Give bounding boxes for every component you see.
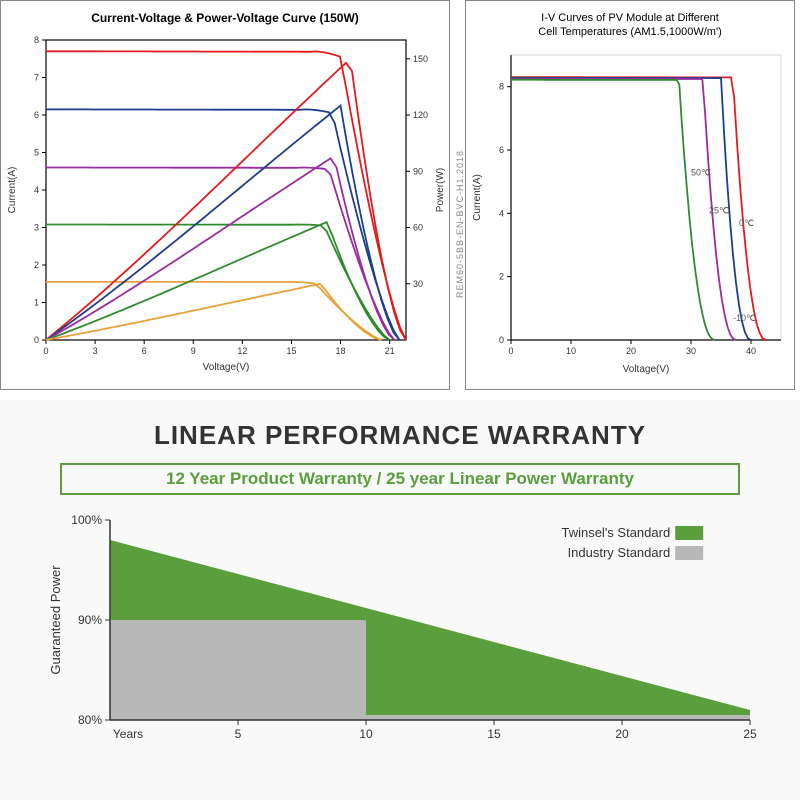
svg-text:0℃: 0℃ <box>739 218 754 228</box>
svg-text:Power(W): Power(W) <box>435 168 446 212</box>
svg-text:0: 0 <box>43 346 48 356</box>
svg-text:4: 4 <box>34 185 39 195</box>
warranty-subtitle-box: 12 Year Product Warranty / 25 year Linea… <box>60 463 740 495</box>
chart2-title: I-V Curves of PV Module at Different Cel… <box>466 11 794 40</box>
svg-text:0: 0 <box>508 346 513 356</box>
svg-text:0: 0 <box>499 335 504 345</box>
svg-text:0: 0 <box>34 335 39 345</box>
svg-text:10: 10 <box>566 346 576 356</box>
svg-text:120: 120 <box>413 110 428 120</box>
svg-text:100%: 100% <box>71 513 102 527</box>
svg-text:30: 30 <box>686 346 696 356</box>
svg-text:7: 7 <box>34 73 39 83</box>
svg-text:50℃: 50℃ <box>691 167 711 177</box>
chart1-title: Current-Voltage & Power-Voltage Curve (1… <box>1 11 449 25</box>
svg-text:15: 15 <box>286 346 296 356</box>
svg-text:6: 6 <box>142 346 147 356</box>
svg-text:4: 4 <box>499 208 504 218</box>
warranty-chart: 80% 90% 100% Years 5 10 15 20 25 Guaranteed Power… <box>40 510 760 750</box>
svg-text:90: 90 <box>413 166 423 176</box>
svg-text:Industry Standard: Industry Standard <box>568 545 671 560</box>
svg-text:20: 20 <box>626 346 636 356</box>
warranty-section: LINEAR PERFORMANCE WARRANTY 12 Year Prod… <box>0 400 800 800</box>
svg-text:1: 1 <box>34 298 39 308</box>
svg-text:10: 10 <box>359 727 373 741</box>
svg-text:5: 5 <box>34 148 39 158</box>
iv-pv-chart: Current-Voltage & Power-Voltage Curve (1… <box>0 0 450 390</box>
svg-text:6: 6 <box>499 145 504 155</box>
svg-text:Voltage(V): Voltage(V) <box>203 362 250 373</box>
svg-text:18: 18 <box>336 346 346 356</box>
svg-text:15: 15 <box>487 727 501 741</box>
svg-text:8: 8 <box>34 35 39 45</box>
svg-text:Voltage(V): Voltage(V) <box>623 364 670 375</box>
svg-text:80%: 80% <box>78 713 102 727</box>
svg-text:12: 12 <box>237 346 247 356</box>
svg-text:2: 2 <box>34 260 39 270</box>
svg-text:5: 5 <box>235 727 242 741</box>
svg-text:30: 30 <box>413 279 423 289</box>
chart1-svg: 036912151821012345678306090120150Voltage… <box>1 30 451 380</box>
warranty-title: LINEAR PERFORMANCE WARRANTY <box>40 420 760 451</box>
svg-text:150: 150 <box>413 54 428 64</box>
svg-text:25℃: 25℃ <box>709 205 729 215</box>
svg-text:21: 21 <box>385 346 395 356</box>
svg-text:20: 20 <box>615 727 629 741</box>
svg-text:2: 2 <box>499 271 504 281</box>
svg-text:Current(A): Current(A) <box>7 167 18 214</box>
svg-text:6: 6 <box>34 110 39 120</box>
svg-text:8: 8 <box>499 81 504 91</box>
svg-text:-10℃: -10℃ <box>733 313 756 323</box>
svg-text:25: 25 <box>743 727 757 741</box>
warranty-subtitle: 12 Year Product Warranty / 25 year Linea… <box>166 469 634 488</box>
svg-text:Twinsel's Standard: Twinsel's Standard <box>561 525 670 540</box>
doc-ref-label: REM60-5BB-EN-BVC-H1.2018 <box>455 150 465 298</box>
temperature-iv-chart: I-V Curves of PV Module at Different Cel… <box>465 0 795 390</box>
svg-text:90%: 90% <box>78 613 102 627</box>
svg-text:Current(A): Current(A) <box>472 174 483 221</box>
svg-text:40: 40 <box>746 346 756 356</box>
svg-text:3: 3 <box>34 223 39 233</box>
chart2-svg: 0 10 20 30 40 0 2 4 6 8 Voltage(V) Current(A) 50℃ 25℃… <box>466 40 796 380</box>
svg-text:Years: Years <box>113 727 143 741</box>
svg-text:9: 9 <box>191 346 196 356</box>
svg-text:Guaranteed Power: Guaranteed Power <box>48 565 63 675</box>
svg-text:60: 60 <box>413 223 423 233</box>
svg-text:3: 3 <box>93 346 98 356</box>
warranty-svg: 80% 90% 100% Years 5 10 15 20 25 Guaranteed Power… <box>40 510 760 750</box>
